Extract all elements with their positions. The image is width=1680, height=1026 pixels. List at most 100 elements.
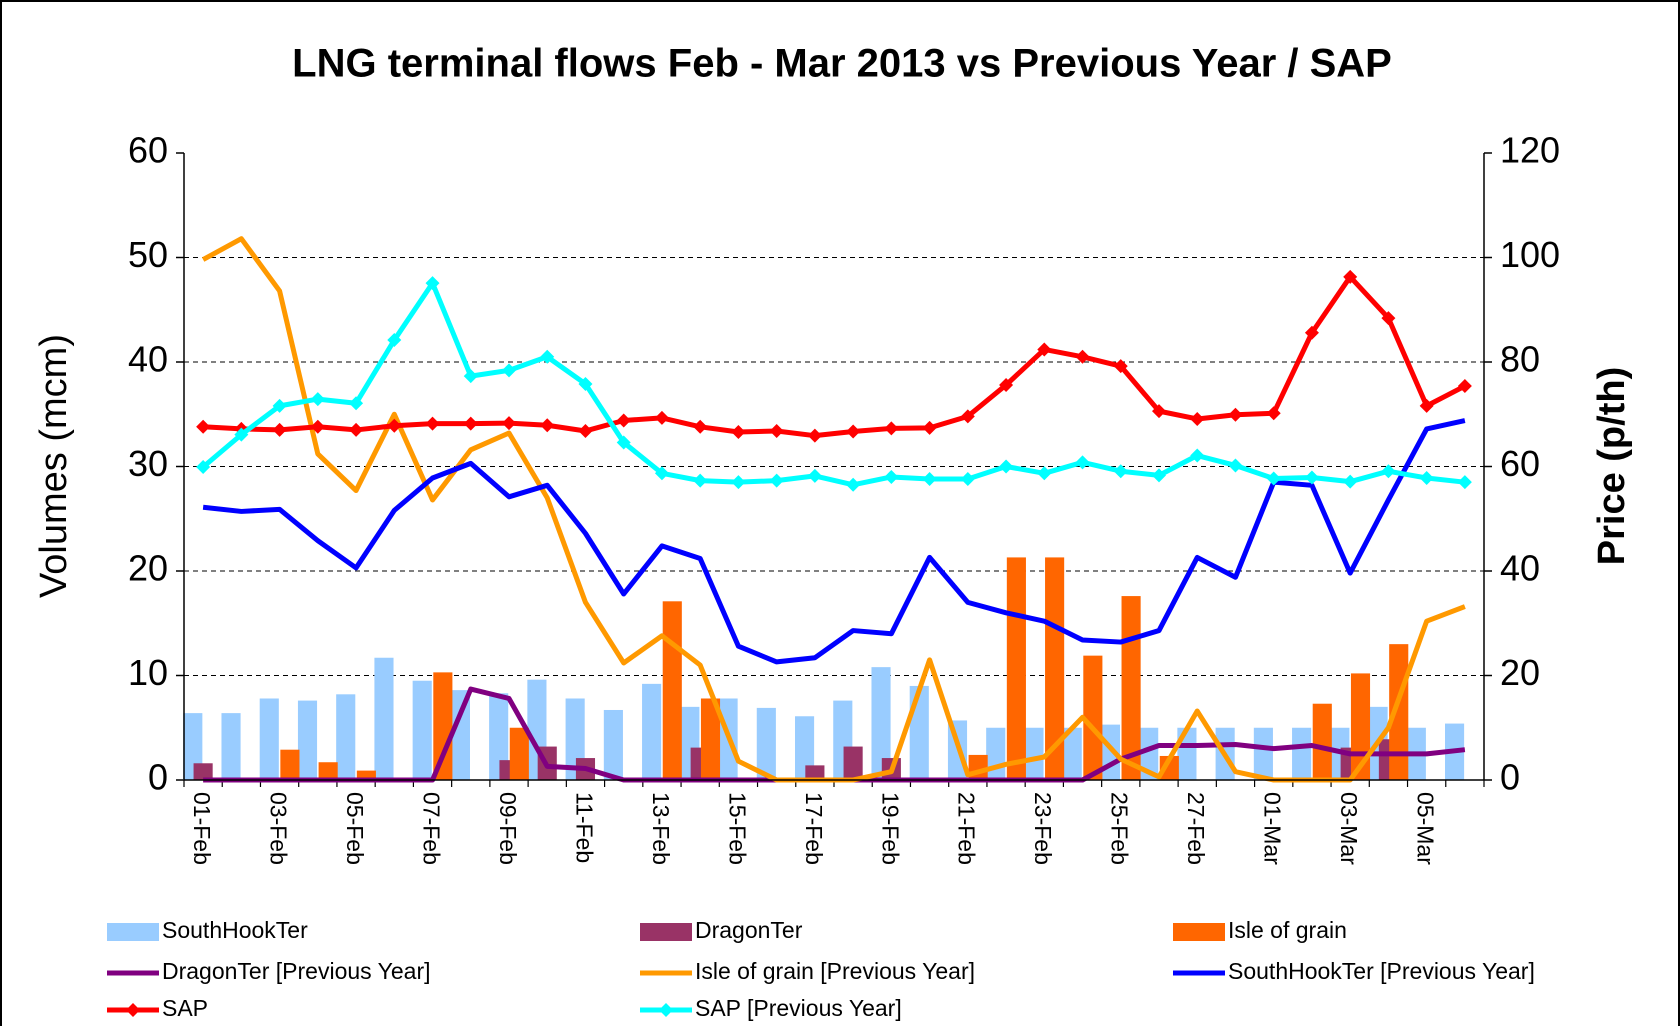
bar — [1139, 727, 1159, 780]
x-tick-label: 05-Feb — [342, 792, 368, 865]
legend-item: SAP [Previous Year] — [640, 995, 902, 1021]
line — [201, 280, 1466, 488]
marker — [502, 363, 516, 378]
y-tick-label: 30 — [128, 443, 168, 484]
marker — [1457, 379, 1472, 394]
y-tick-label: 50 — [128, 234, 168, 275]
marker — [960, 472, 975, 487]
marker — [540, 349, 555, 364]
y-tick-label: 20 — [128, 548, 168, 589]
marker — [1037, 466, 1052, 481]
marker — [1343, 269, 1358, 284]
legend-item: Isle of grain [Previous Year] — [640, 958, 975, 984]
bar — [336, 694, 356, 780]
bar — [489, 693, 509, 780]
bar — [871, 667, 891, 780]
y-tick-label: 0 — [148, 757, 168, 798]
bar — [193, 763, 213, 780]
x-tick-label: 17-Feb — [801, 792, 827, 865]
bar — [280, 749, 300, 780]
legend-label: SouthHookTer [Previous Year] — [1228, 958, 1535, 984]
bar — [603, 709, 623, 780]
x-tick-label: 05-Mar — [1413, 792, 1439, 865]
marker — [999, 377, 1014, 392]
marker — [1266, 471, 1281, 486]
marker — [1190, 448, 1205, 463]
legend-marker — [659, 1003, 673, 1017]
y-axis-label: Volumes (mcm) — [33, 334, 75, 598]
marker — [693, 473, 708, 488]
bar — [642, 683, 662, 780]
legend-swatch — [640, 923, 692, 941]
marker — [1343, 474, 1358, 489]
marker — [731, 475, 746, 490]
bar — [1312, 703, 1332, 780]
marker — [846, 477, 861, 492]
x-tick-label: 07-Feb — [418, 792, 444, 865]
marker — [1228, 458, 1243, 473]
marker — [1113, 359, 1128, 374]
legend-label: Isle of grain — [1228, 917, 1347, 943]
marker — [463, 416, 478, 431]
marker — [1075, 455, 1090, 470]
bar — [1253, 727, 1273, 780]
marker — [884, 469, 899, 484]
marker — [1457, 475, 1472, 490]
marker — [310, 392, 325, 407]
y-tick-label: 10 — [128, 652, 168, 693]
marker — [1075, 349, 1090, 364]
x-tick-label: 13-Feb — [648, 792, 674, 865]
x-tick-label: 09-Feb — [495, 792, 521, 865]
x-tick-label: 27-Feb — [1183, 792, 1209, 865]
y2-axis-label: Price (p/th) — [1591, 367, 1633, 565]
marker — [922, 472, 937, 487]
marker — [1381, 311, 1396, 326]
marker — [1419, 470, 1434, 485]
marker — [196, 460, 211, 475]
marker — [922, 420, 937, 435]
bar — [433, 672, 453, 780]
x-tick-label: 15-Feb — [724, 792, 750, 865]
bar — [756, 707, 776, 780]
bar — [1024, 727, 1044, 780]
bar — [221, 713, 241, 780]
marker — [1304, 470, 1319, 485]
y2-tick-label: 20 — [1500, 652, 1540, 693]
marker — [807, 428, 822, 443]
bar — [412, 680, 432, 780]
x-tick-label: 01-Feb — [189, 792, 215, 865]
marker — [272, 422, 287, 437]
bar — [450, 690, 470, 780]
marker — [387, 418, 402, 433]
legend-item: SAP — [107, 995, 208, 1021]
bar — [356, 770, 376, 780]
chart-title: LNG terminal flows Feb - Mar 2013 vs Pre… — [292, 42, 1392, 86]
bar — [843, 746, 863, 780]
marker — [196, 419, 211, 434]
legend-item: SouthHookTer [Previous Year] — [1173, 958, 1535, 984]
marker — [425, 416, 440, 431]
bar — [1159, 755, 1179, 780]
legend-label: DragonTer [Previous Year] — [162, 958, 431, 984]
legend-label: Isle of grain [Previous Year] — [695, 958, 975, 984]
y-tick-label: 40 — [128, 339, 168, 380]
y-tick-label: 60 — [128, 130, 168, 171]
marker — [769, 473, 784, 488]
bar — [1045, 557, 1065, 780]
legend-item: DragonTer [Previous Year] — [107, 958, 431, 984]
marker — [1266, 406, 1281, 421]
marker — [999, 459, 1014, 474]
x-tick-label: 01-Mar — [1260, 792, 1286, 865]
y2-tick-label: 0 — [1500, 757, 1520, 798]
bar — [662, 601, 682, 780]
marker — [425, 276, 440, 291]
marker — [272, 398, 287, 413]
marker — [349, 396, 364, 411]
marker — [616, 413, 631, 428]
marker — [502, 416, 516, 431]
bar — [795, 716, 815, 780]
marker — [807, 468, 822, 483]
marker — [846, 424, 861, 439]
marker — [1152, 404, 1166, 419]
y2-tick-label: 120 — [1500, 130, 1560, 171]
